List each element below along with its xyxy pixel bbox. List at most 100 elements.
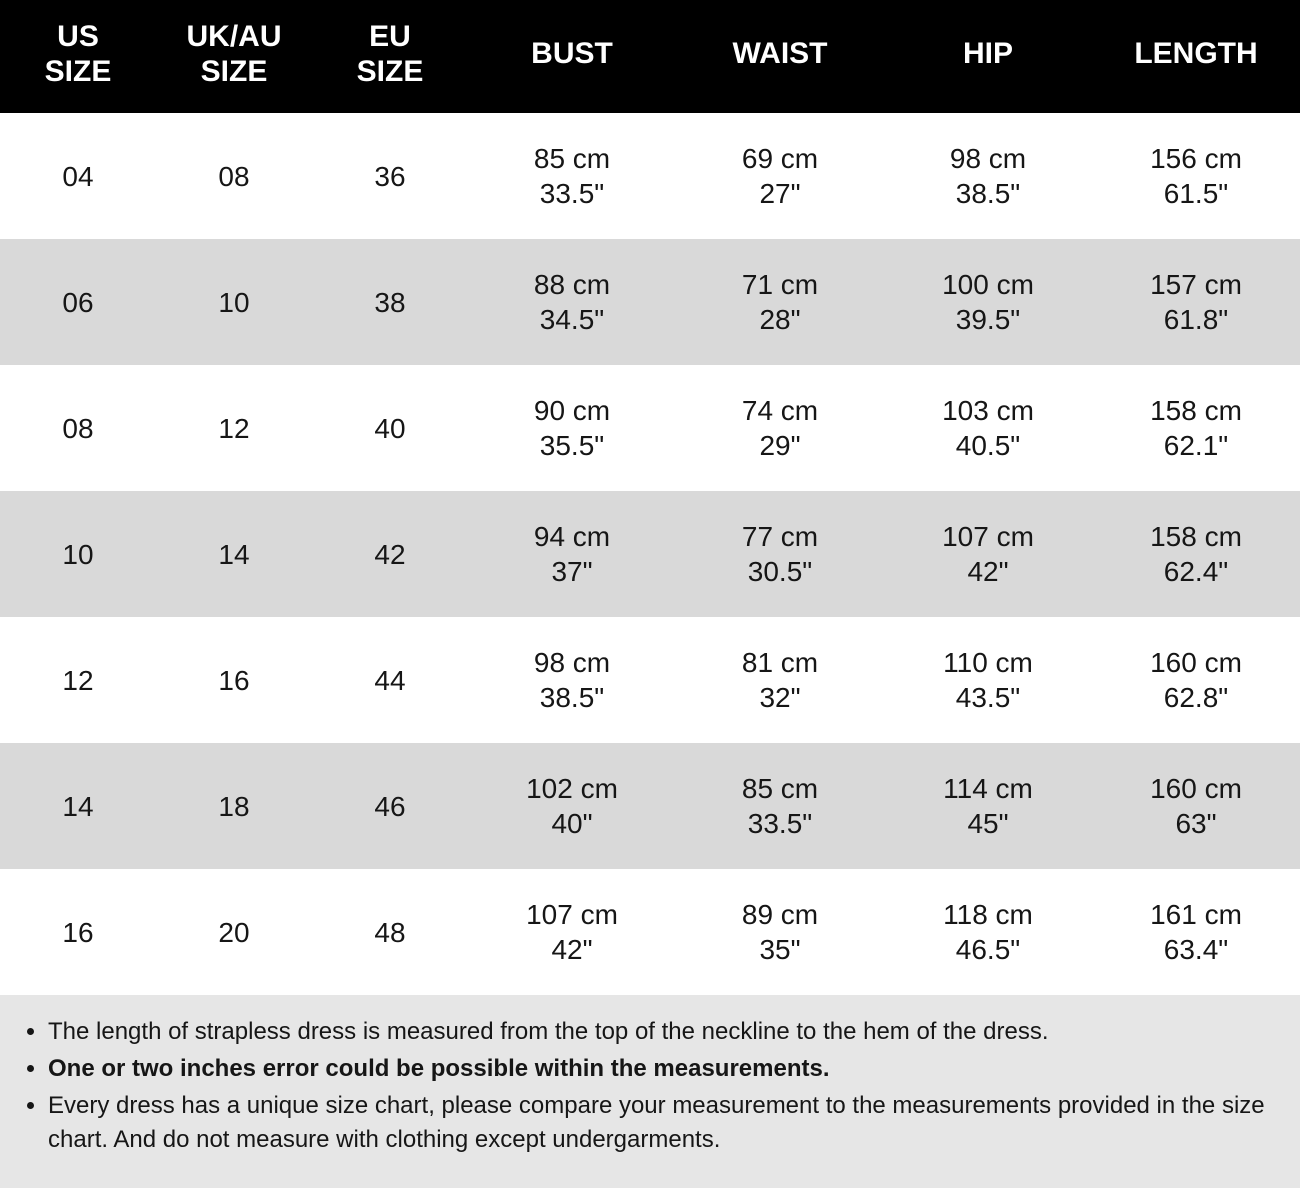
cell-ukau-size: 14 <box>156 491 312 617</box>
cell-waist-in: 27" <box>682 176 878 211</box>
cell-ukau-size: 16 <box>156 617 312 743</box>
col-header-text: LENGTH <box>1098 37 1294 72</box>
cell-waist-cm: 69 cm <box>682 141 878 176</box>
cell-hip-in: 38.5" <box>890 176 1086 211</box>
cell-hip-cm: 114 cm <box>890 771 1086 806</box>
cell-waist-cm: 74 cm <box>682 393 878 428</box>
cell-bust-cm: 88 cm <box>474 267 670 302</box>
cell-length-cm: 158 cm <box>1098 393 1294 428</box>
cell-bust: 90 cm35.5" <box>468 365 676 491</box>
table-row: 08124090 cm35.5"74 cm29"103 cm40.5"158 c… <box>0 365 1300 491</box>
cell-waist: 77 cm30.5" <box>676 491 884 617</box>
col-header-hip: HIP <box>884 0 1092 113</box>
table-row: 04083685 cm33.5"69 cm27"98 cm38.5"156 cm… <box>0 113 1300 239</box>
col-header-text: BUST <box>474 37 670 72</box>
cell-waist-in: 35" <box>682 932 878 967</box>
cell-bust-in: 42" <box>474 932 670 967</box>
cell-bust-cm: 107 cm <box>474 897 670 932</box>
cell-length-cm: 161 cm <box>1098 897 1294 932</box>
col-header-text: SIZE <box>6 55 150 90</box>
notes-list: The length of strapless dress is measure… <box>28 1015 1272 1158</box>
cell-hip-in: 40.5" <box>890 428 1086 463</box>
cell-bust: 94 cm37" <box>468 491 676 617</box>
cell-hip-cm: 110 cm <box>890 645 1086 680</box>
cell-length: 160 cm63" <box>1092 743 1300 869</box>
table-row: 141846102 cm40"85 cm33.5"114 cm45"160 cm… <box>0 743 1300 869</box>
col-header-text: SIZE <box>162 55 306 90</box>
cell-bust-in: 37" <box>474 554 670 589</box>
cell-length-in: 63" <box>1098 806 1294 841</box>
cell-bust: 88 cm34.5" <box>468 239 676 365</box>
table-row: 12164498 cm38.5"81 cm32"110 cm43.5"160 c… <box>0 617 1300 743</box>
note-item: Every dress has a unique size chart, ple… <box>48 1089 1272 1159</box>
cell-hip-cm: 98 cm <box>890 141 1086 176</box>
col-header-length: LENGTH <box>1092 0 1300 113</box>
cell-eu-size: 38 <box>312 239 468 365</box>
cell-ukau-size: 10 <box>156 239 312 365</box>
cell-bust-in: 38.5" <box>474 680 670 715</box>
cell-waist: 71 cm28" <box>676 239 884 365</box>
cell-eu-size: 44 <box>312 617 468 743</box>
cell-eu-size: 40 <box>312 365 468 491</box>
cell-length: 156 cm61.5" <box>1092 113 1300 239</box>
col-header-text: HIP <box>890 37 1086 72</box>
cell-bust: 102 cm40" <box>468 743 676 869</box>
cell-bust-cm: 98 cm <box>474 645 670 680</box>
cell-waist-cm: 85 cm <box>682 771 878 806</box>
cell-waist-in: 32" <box>682 680 878 715</box>
col-header-bust: BUST <box>468 0 676 113</box>
cell-bust-cm: 94 cm <box>474 519 670 554</box>
table-body: 04083685 cm33.5"69 cm27"98 cm38.5"156 cm… <box>0 113 1300 995</box>
cell-us-size: 08 <box>0 365 156 491</box>
cell-us-size: 04 <box>0 113 156 239</box>
col-header-text: EU <box>318 20 462 55</box>
cell-length-in: 62.4" <box>1098 554 1294 589</box>
cell-hip-in: 45" <box>890 806 1086 841</box>
col-header-text: US <box>6 20 150 55</box>
cell-length: 160 cm62.8" <box>1092 617 1300 743</box>
col-header-us: US SIZE <box>0 0 156 113</box>
cell-bust-cm: 90 cm <box>474 393 670 428</box>
table-row: 162048107 cm42"89 cm35"118 cm46.5"161 cm… <box>0 869 1300 995</box>
cell-hip: 110 cm43.5" <box>884 617 1092 743</box>
cell-waist-in: 29" <box>682 428 878 463</box>
col-header-text: UK/AU <box>162 20 306 55</box>
cell-length: 161 cm63.4" <box>1092 869 1300 995</box>
cell-bust: 107 cm42" <box>468 869 676 995</box>
cell-hip-cm: 118 cm <box>890 897 1086 932</box>
cell-waist-cm: 71 cm <box>682 267 878 302</box>
cell-bust-in: 34.5" <box>474 302 670 337</box>
cell-hip: 98 cm38.5" <box>884 113 1092 239</box>
cell-us-size: 14 <box>0 743 156 869</box>
cell-waist: 85 cm33.5" <box>676 743 884 869</box>
size-chart: US SIZE UK/AU SIZE EU SIZE BUST WAIST <box>0 0 1300 1188</box>
col-header-text: SIZE <box>318 55 462 90</box>
cell-hip-in: 42" <box>890 554 1086 589</box>
cell-ukau-size: 18 <box>156 743 312 869</box>
note-item: One or two inches error could be possibl… <box>48 1052 1272 1087</box>
cell-length: 158 cm62.1" <box>1092 365 1300 491</box>
cell-waist-cm: 89 cm <box>682 897 878 932</box>
cell-waist-cm: 77 cm <box>682 519 878 554</box>
size-table: US SIZE UK/AU SIZE EU SIZE BUST WAIST <box>0 0 1300 995</box>
cell-bust-in: 40" <box>474 806 670 841</box>
cell-length-in: 62.1" <box>1098 428 1294 463</box>
cell-hip: 100 cm39.5" <box>884 239 1092 365</box>
cell-hip-in: 39.5" <box>890 302 1086 337</box>
cell-length-cm: 160 cm <box>1098 645 1294 680</box>
cell-us-size: 10 <box>0 491 156 617</box>
cell-ukau-size: 08 <box>156 113 312 239</box>
cell-waist-in: 30.5" <box>682 554 878 589</box>
cell-hip-cm: 107 cm <box>890 519 1086 554</box>
cell-length-in: 63.4" <box>1098 932 1294 967</box>
cell-waist-in: 33.5" <box>682 806 878 841</box>
cell-hip: 107 cm42" <box>884 491 1092 617</box>
cell-length: 158 cm62.4" <box>1092 491 1300 617</box>
cell-eu-size: 36 <box>312 113 468 239</box>
cell-eu-size: 42 <box>312 491 468 617</box>
cell-waist-cm: 81 cm <box>682 645 878 680</box>
cell-bust-in: 35.5" <box>474 428 670 463</box>
cell-us-size: 16 <box>0 869 156 995</box>
cell-waist: 89 cm35" <box>676 869 884 995</box>
cell-waist-in: 28" <box>682 302 878 337</box>
